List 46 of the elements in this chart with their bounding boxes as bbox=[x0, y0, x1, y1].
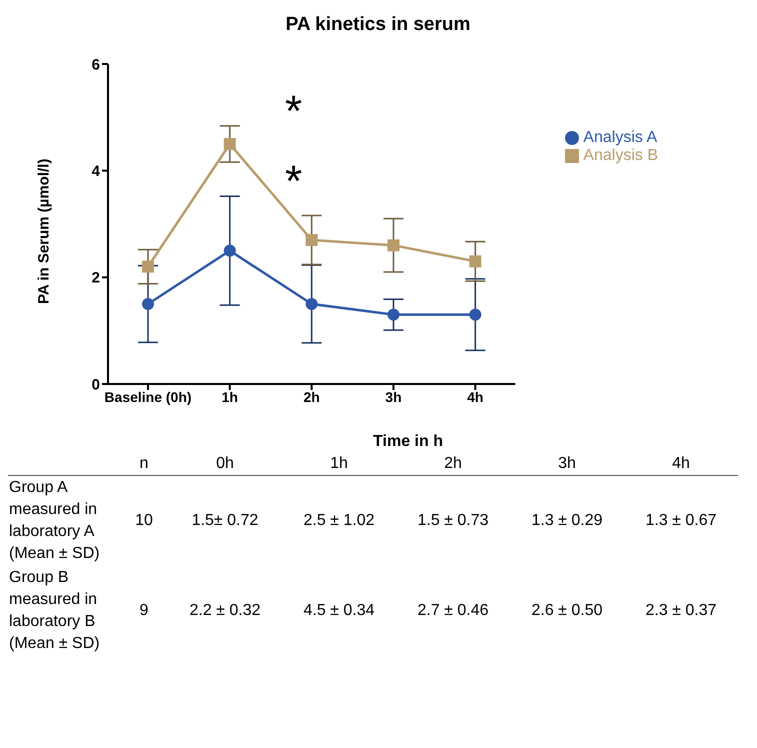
text: 3h bbox=[557, 454, 577, 474]
text: 1h bbox=[329, 454, 349, 474]
text: Group B measured in laboratory B (Mean ± SD) bbox=[8, 568, 101, 654]
text: 2.7 ± 0.46 bbox=[416, 601, 490, 621]
text: 1.3 ± 0.67 bbox=[644, 511, 718, 531]
point bbox=[306, 298, 318, 310]
text: 10 bbox=[134, 511, 154, 531]
x-tick-label: 2h bbox=[303, 388, 320, 405]
text: 1.5 ± 0.73 bbox=[416, 511, 490, 531]
point bbox=[306, 234, 318, 246]
text: 0h bbox=[215, 454, 235, 474]
annotation: * bbox=[285, 86, 302, 136]
point bbox=[469, 255, 482, 268]
y-tick-label: 4 bbox=[92, 162, 101, 180]
text: 2.6 ± 0.50 bbox=[530, 601, 604, 621]
text: 1.5± 0.72 bbox=[190, 511, 260, 531]
point bbox=[387, 239, 400, 252]
point bbox=[224, 138, 236, 150]
text: 2.3 ± 0.37 bbox=[644, 601, 718, 621]
x-tick-label: Baseline (0h) bbox=[104, 388, 192, 405]
y-axis-title: PA in Serum (µmol/l) bbox=[35, 158, 52, 304]
point bbox=[142, 298, 154, 310]
x-tick-label: 3h bbox=[385, 388, 402, 405]
text: Group A measured in laboratory A (Mean ± SD) bbox=[8, 478, 101, 564]
point bbox=[224, 244, 236, 257]
y-tick-label: 2 bbox=[92, 270, 100, 287]
x-axis-title: Time in h bbox=[372, 433, 444, 451]
point bbox=[387, 308, 400, 321]
text: 4.5 ± 0.34 bbox=[302, 601, 376, 621]
point bbox=[142, 260, 154, 273]
y-tick-label: 6 bbox=[92, 56, 100, 74]
text: 2h bbox=[443, 454, 463, 474]
text: 2.2 ± 0.32 bbox=[188, 601, 262, 621]
legend-label: Analysis B bbox=[583, 147, 658, 164]
text: 2.5 ± 1.02 bbox=[302, 511, 376, 531]
x-tick-label: 4h bbox=[467, 388, 484, 405]
text: n bbox=[138, 454, 150, 474]
text: 1.3 ± 0.29 bbox=[530, 511, 604, 531]
text: 4h bbox=[671, 454, 691, 474]
legend-label: Analysis A bbox=[583, 129, 658, 146]
y-tick-label: 0 bbox=[92, 376, 100, 394]
chart-title: PA kinetics in serum bbox=[284, 14, 472, 37]
annotation: * bbox=[285, 157, 302, 206]
text: 9 bbox=[138, 601, 150, 621]
point bbox=[469, 308, 482, 321]
x-tick-label: 1h bbox=[222, 388, 238, 405]
